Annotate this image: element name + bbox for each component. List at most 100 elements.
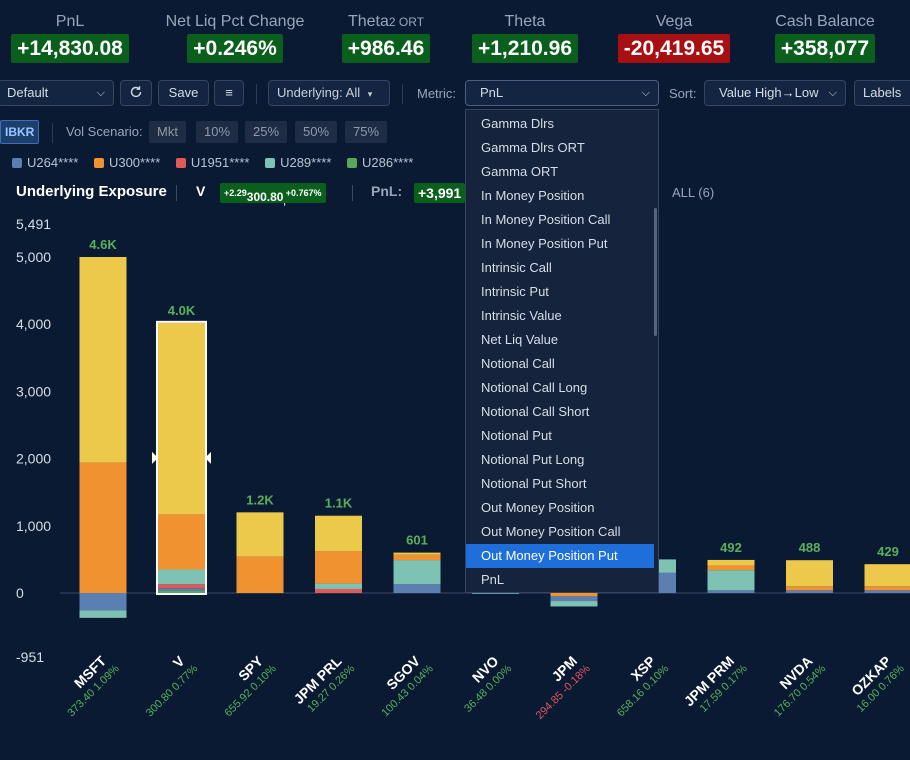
dropdown-scrollbar[interactable] — [654, 208, 657, 336]
legend-item[interactable]: U300**** — [93, 155, 161, 170]
bar-segment — [79, 257, 127, 463]
metric-theta-ort: Theta2 ORT +986.46 — [326, 12, 446, 63]
dropdown-option[interactable]: In Money Position Put — [481, 236, 608, 251]
dropdown-option[interactable]: Net Liq Value — [481, 332, 559, 347]
toolbar: Default ⌵ Save ≡ Underlying: All ▾ Metri… — [0, 80, 910, 110]
metric-value: +0.246% — [187, 34, 283, 63]
legend-item[interactable]: U264**** — [12, 155, 78, 170]
bar-segment — [315, 588, 362, 593]
legend-swatch — [93, 158, 104, 168]
metric-label: Cash Balance — [775, 13, 875, 30]
exposure-header: Underlying Exposure V +2.29300.80,+0.767… — [16, 183, 910, 206]
bar-segment — [158, 584, 205, 589]
underlying-filter-label: Underlying: All — [277, 85, 361, 100]
legend-item[interactable]: U1951**** — [175, 155, 249, 170]
exposure-title: Underlying Exposure — [16, 183, 167, 200]
vol-option-75[interactable]: 75% — [345, 121, 388, 143]
chart-legend: U264**** U300**** U1951**** U289**** U28… — [12, 155, 425, 171]
metric-label: Metric: — [417, 86, 456, 101]
caret-icon: ▾ — [367, 89, 373, 99]
dropdown-option[interactable]: Notional Call Long — [481, 380, 588, 395]
legend-swatch — [12, 158, 22, 168]
metric-label: Theta — [504, 13, 546, 30]
sort-label: Sort: — [669, 86, 697, 101]
bar-segment — [707, 559, 755, 566]
scenario-row: IBKR Vol Scenario: Mkt 10% 25% 50% 75% — [0, 120, 910, 146]
refresh-button[interactable] — [120, 80, 152, 106]
chevron-down-icon: ⌵ — [828, 87, 837, 99]
dropdown-option[interactable]: Notional Put Short — [481, 476, 587, 491]
bar-total-label: 1.1K — [325, 496, 353, 511]
metric-net-liq-pct-change: Net Liq Pct Change +0.246% — [160, 12, 310, 63]
underlying-filter-button[interactable]: Underlying: All ▾ — [268, 80, 390, 106]
pnl-badge: +3,991 — [414, 183, 466, 203]
menu-button[interactable]: ≡ — [214, 80, 244, 106]
all-filter[interactable]: ALL (6) — [672, 185, 715, 200]
legend-swatch — [265, 158, 276, 168]
metric-pnl: PnL +14,830.08 — [0, 12, 140, 63]
bar-segment — [864, 586, 910, 591]
dropdown-option[interactable]: Gamma Dlrs ORT — [481, 140, 585, 155]
bar-segment — [158, 514, 205, 570]
dropdown-option-selected[interactable]: Out Money Position Put — [466, 544, 654, 568]
dropdown-option[interactable]: Notional Put — [481, 428, 552, 443]
dropdown-option[interactable]: Notional Call Short — [481, 404, 590, 419]
dropdown-option[interactable]: In Money Position — [481, 188, 585, 203]
category-price: 300.80 0.77% — [144, 663, 201, 720]
legend-item[interactable]: U289**** — [265, 155, 331, 170]
dropdown-option[interactable]: In Money Position Call — [481, 212, 611, 227]
vol-option-mkt[interactable]: Mkt — [149, 121, 186, 143]
divider — [352, 185, 353, 201]
metric-select[interactable]: PnL ⌵ — [465, 80, 659, 106]
bar-total-label: 429 — [877, 544, 899, 559]
dropdown-option[interactable]: Out Money Position — [481, 500, 595, 515]
vol-scenario-label: Vol Scenario: — [66, 124, 143, 139]
legend-label: U289**** — [280, 155, 332, 170]
profile-select[interactable]: Default ⌵ — [0, 80, 114, 106]
dropdown-option[interactable]: Intrinsic Call — [481, 260, 552, 275]
dropdown-option[interactable]: Gamma Dlrs — [481, 116, 554, 131]
bar-segment — [79, 610, 127, 618]
dropdown-option[interactable]: Out Money Position Call — [481, 524, 621, 539]
exposure-chart: 5,491 5,000 4,000 3,000 2,000 1,000 0 -951 4.6K M… — [16, 216, 910, 722]
bar-segment — [158, 590, 205, 593]
metric-value: +986.46 — [341, 34, 431, 63]
bar-total-label: 492 — [720, 540, 742, 555]
legend-label: U300**** — [108, 155, 161, 170]
dropdown-option[interactable]: Intrinsic Put — [481, 284, 549, 299]
pnl-label: PnL: — [371, 183, 403, 199]
drag-handle-right — [205, 451, 211, 464]
dropdown-option[interactable]: Notional Call — [481, 356, 555, 371]
metric-label: Net Liq Pct Change — [165, 13, 305, 30]
bar-segment — [707, 565, 755, 571]
save-button[interactable]: Save — [158, 80, 209, 106]
bar-segment — [707, 570, 755, 591]
metrics-bar: PnL +14,830.08 Net Liq Pct Change +0.246… — [0, 0, 910, 68]
dropdown-option[interactable]: Notional Put Long — [481, 452, 585, 467]
toolbar-divider — [402, 84, 403, 104]
bar-segment — [236, 512, 284, 557]
sort-select[interactable]: Value High→Low ⌵ — [704, 80, 846, 106]
dropdown-option[interactable]: PnL — [481, 572, 505, 587]
metric-label: PnL — [55, 13, 85, 30]
bar-segment — [79, 462, 127, 593]
vol-option-25[interactable]: 25% — [245, 121, 288, 143]
legend-swatch — [175, 158, 186, 168]
vol-option-50[interactable]: 50% — [295, 121, 338, 143]
vol-option-10[interactable]: 10% — [196, 121, 239, 143]
metric-dropdown-menu: Gamma Dlrs Gamma Dlrs ORT Gamma ORT In M… — [465, 109, 659, 593]
dropdown-option[interactable]: Intrinsic Value — [481, 308, 562, 323]
dropdown-option[interactable]: Gamma ORT — [481, 164, 559, 179]
legend-item[interactable]: U286**** — [347, 155, 413, 170]
y-tick-label: 3,000 — [16, 383, 51, 399]
labels-button[interactable]: Labels — [854, 80, 910, 106]
metric-theta: Theta +1,210.96 — [462, 12, 588, 63]
price-pct: +0.767% — [285, 188, 322, 198]
bar-segment — [864, 590, 910, 593]
broker-badge[interactable]: IBKR — [0, 120, 40, 144]
